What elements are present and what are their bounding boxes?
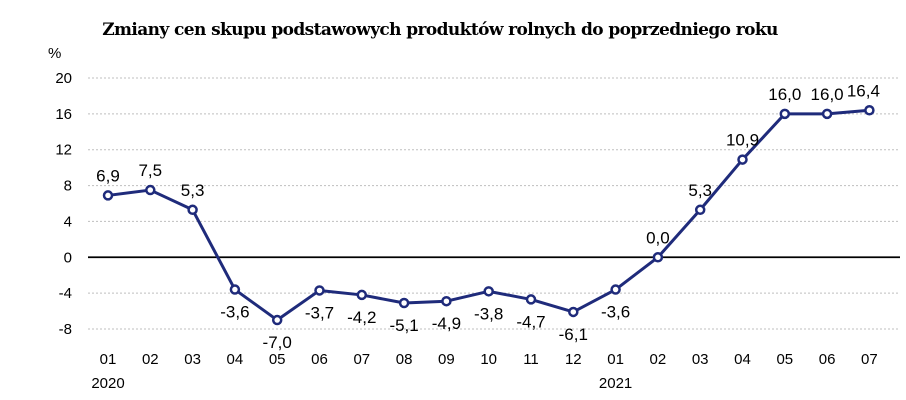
- data-label: -4,7: [516, 312, 545, 331]
- y-tick-label: -8: [59, 321, 72, 338]
- x-tick-label: 11: [523, 351, 539, 368]
- data-point: [271, 314, 283, 326]
- data-label: 7,5: [138, 161, 162, 180]
- data-point: [821, 108, 833, 120]
- x-tick-label: 05: [269, 351, 286, 368]
- x-tick-label: 12: [565, 351, 582, 368]
- data-label: 16,0: [811, 85, 844, 104]
- x-tick-label: 02: [650, 351, 667, 368]
- data-point: [314, 285, 325, 296]
- data-label: -7,0: [263, 333, 292, 352]
- data-label: 16,4: [847, 81, 880, 100]
- data-point: [610, 284, 621, 295]
- y-axis-unit: %: [48, 45, 61, 62]
- x-tick-label: 02: [142, 351, 159, 368]
- y-tick-label: 8: [64, 178, 72, 195]
- data-label: 10,9: [726, 131, 759, 150]
- x-tick-label: 01: [100, 351, 117, 368]
- data-point: [864, 105, 875, 116]
- data-label: -3,7: [305, 303, 334, 322]
- data-point: [398, 297, 410, 309]
- data-point: [145, 184, 156, 196]
- x-tick-label: 06: [819, 351, 836, 368]
- x-tick-label: 07: [353, 351, 370, 368]
- series: [102, 105, 875, 326]
- y-tick-label: 20: [55, 70, 72, 87]
- data-point: [483, 286, 494, 297]
- y-tick-label: 16: [55, 106, 72, 123]
- y-tick-label: -4: [59, 285, 72, 302]
- x-tick-label: 04: [227, 351, 244, 368]
- x-tick-label: 03: [184, 351, 201, 368]
- data-label: -4,9: [432, 314, 461, 333]
- data-point: [102, 190, 114, 201]
- data-label: -5,1: [389, 316, 418, 335]
- chart-title: Zmiany cen skupu podstawowych produktów …: [102, 20, 778, 40]
- data-label: 16,0: [768, 85, 801, 104]
- data-point: [356, 289, 368, 301]
- x-tick-label: 08: [396, 351, 413, 368]
- data-point: [525, 294, 537, 305]
- data-label: 0,0: [646, 228, 670, 247]
- data-label: -3,8: [474, 304, 503, 323]
- x-tick-label: 04: [734, 351, 751, 368]
- x-tick-label: 07: [861, 351, 878, 368]
- data-label: -6,1: [559, 325, 588, 344]
- data-label: 6,9: [96, 166, 120, 185]
- x-year-label: 2020: [91, 375, 124, 392]
- data-point: [737, 154, 748, 165]
- x-tick-label: 09: [438, 351, 455, 368]
- y-axis-ticks: 20 16 12 8 4 0 -4 -8: [55, 70, 72, 338]
- data-point: [441, 295, 452, 307]
- data-label: 5,3: [181, 181, 205, 200]
- x-tick-label: 05: [776, 351, 793, 368]
- x-axis-ticks: 01 02 03 04 05 06 07 08 09 10 11 12 01 02 03 04 05 06 07 20…: [91, 351, 877, 392]
- data-point: [568, 306, 579, 318]
- data-point: [187, 204, 198, 216]
- data-label: -3,6: [220, 303, 249, 322]
- y-tick-label: 0: [64, 249, 72, 266]
- y-tick-label: 4: [64, 213, 72, 230]
- x-tick-label: 06: [311, 351, 328, 368]
- x-tick-label: 01: [607, 351, 624, 368]
- x-tick-label: 10: [480, 351, 497, 368]
- x-year-label: 2021: [599, 375, 632, 392]
- data-label: 5,3: [688, 181, 712, 200]
- data-point: [779, 108, 791, 120]
- x-tick-label: 03: [692, 351, 709, 368]
- data-labels: 6,9 7,5 5,3 -3,6 -7,0 -3,7 -4,2 -5,1 -4,9 -3,8 -4,…: [96, 81, 880, 352]
- data-label: -4,2: [347, 308, 376, 327]
- data-point: [652, 252, 664, 263]
- data-point: [229, 284, 241, 295]
- data-point: [694, 204, 706, 216]
- y-tick-label: 12: [55, 142, 72, 159]
- data-label: -3,6: [601, 303, 630, 322]
